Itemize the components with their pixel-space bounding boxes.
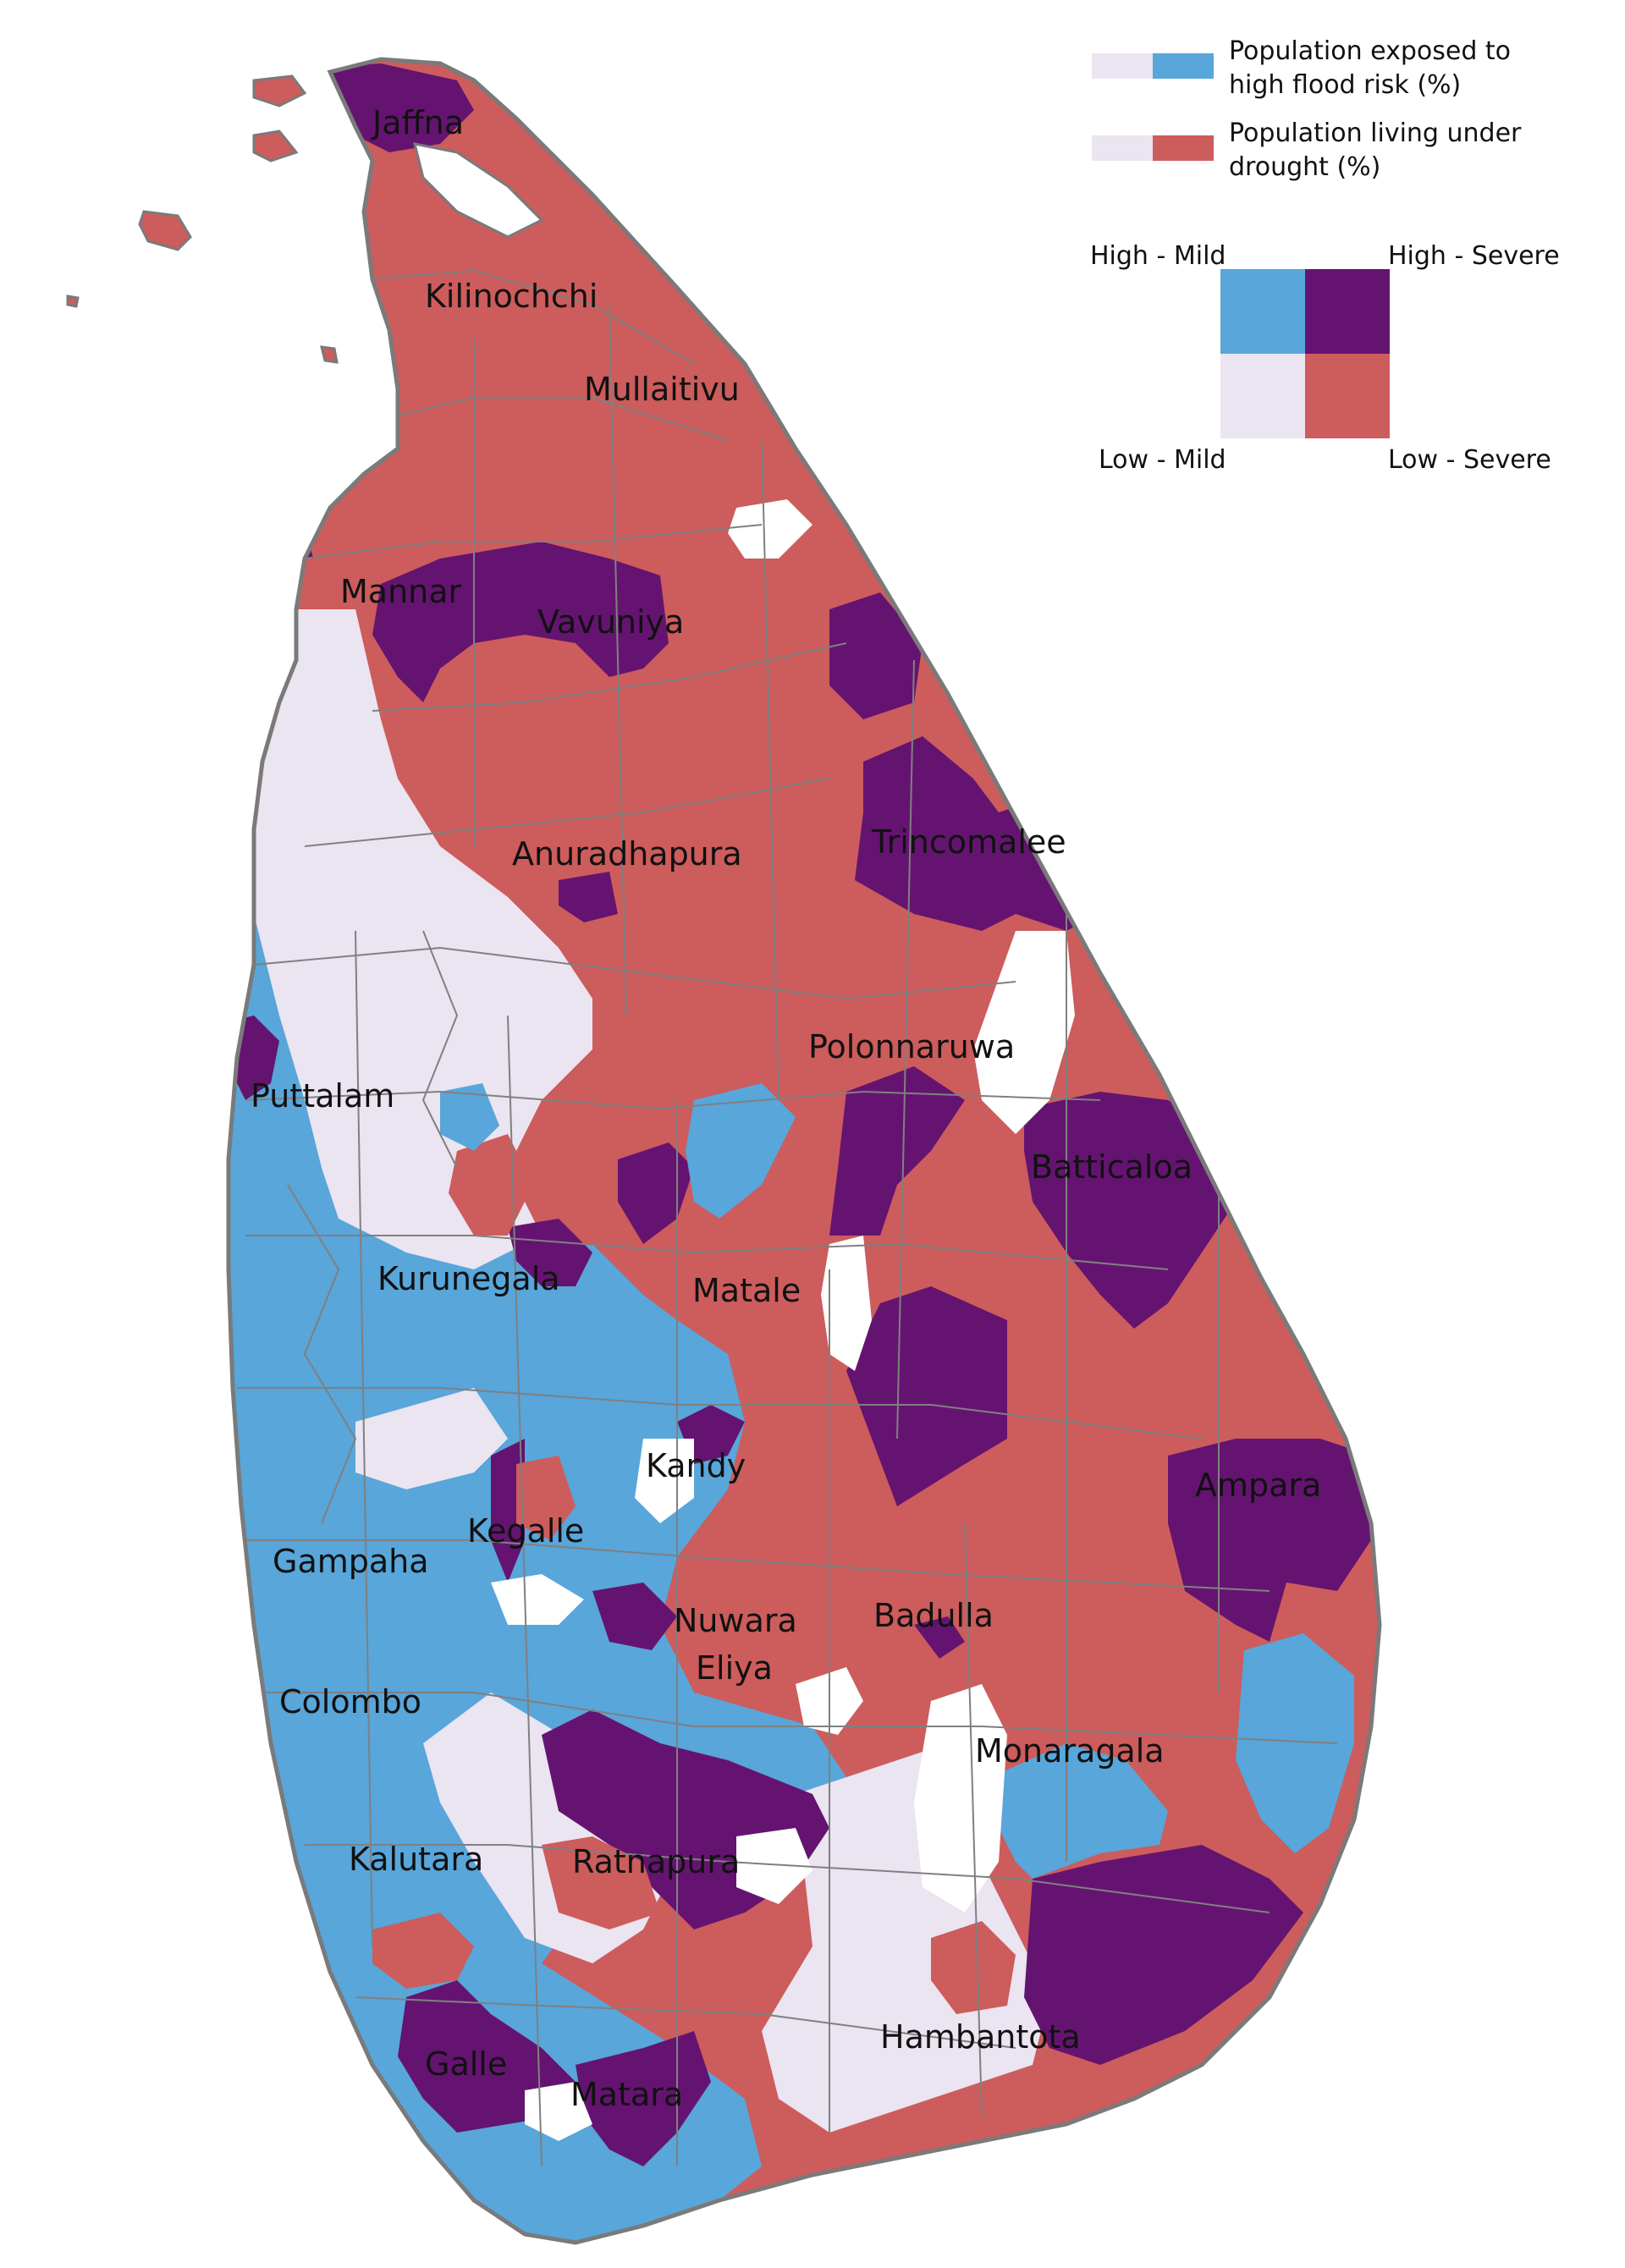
label-mannar: Mannar (340, 573, 462, 610)
label-matara: Matara (570, 2076, 683, 2113)
label-anuradhapura: Anuradhapura (512, 835, 742, 873)
legend-drought-label-2: drought (%) (1229, 152, 1380, 182)
label-hambantota: Hambantota (880, 2018, 1081, 2056)
label-polonnaruwa: Polonnaruwa (808, 1028, 1015, 1065)
legend-drought-label-1: Population living under (1229, 118, 1522, 148)
label-badulla: Badulla (873, 1597, 994, 1634)
label-jaffna: Jaffna (371, 104, 464, 141)
label-batticaloa: Batticaloa (1031, 1148, 1193, 1186)
legend-cell-high-mild (1220, 269, 1305, 354)
label-trincomalee: Trincomalee (871, 823, 1066, 861)
label-kegalle: Kegalle (467, 1512, 584, 1550)
legend-cell-low-mild (1220, 354, 1305, 438)
label-kurunegala: Kurunegala (377, 1260, 560, 1297)
label-gampaha: Gampaha (273, 1543, 429, 1580)
label-eliya: Eliya (696, 1649, 773, 1687)
label-ratnapura: Ratnapura (572, 1843, 740, 1880)
legend-cell-low-severe (1305, 354, 1390, 438)
legend-drought-swatch-high (1153, 135, 1214, 161)
legend-drought-swatch-low (1092, 135, 1153, 161)
label-colombo: Colombo (279, 1683, 421, 1720)
label-nuwara: Nuwara (674, 1602, 797, 1639)
label-matale: Matale (692, 1272, 801, 1309)
label-vavuniya: Vavuniya (537, 603, 684, 641)
legend: Population exposed to high flood risk (%… (1090, 36, 1560, 475)
label-kilinochchi: Kilinochchi (425, 278, 598, 315)
district-labels: Jaffna Kilinochchi Mullaitivu Mannar Vav… (251, 104, 1321, 2113)
island-coastline (226, 57, 1382, 2245)
offshore-islands (66, 74, 544, 364)
label-puttalam: Puttalam (251, 1077, 394, 1115)
legend-flood-label-2: high flood risk (%) (1229, 70, 1461, 100)
legend-cell-high-severe (1305, 269, 1390, 354)
legend-label-high-severe: High - Severe (1388, 241, 1560, 271)
legend-flood-swatch-low (1092, 53, 1153, 79)
label-galle: Galle (425, 2045, 507, 2083)
legend-flood-swatch-high (1153, 53, 1214, 79)
admin-borders (237, 269, 1338, 2167)
legend-flood-label-1: Population exposed to (1229, 36, 1511, 66)
label-kandy: Kandy (646, 1447, 746, 1484)
label-ampara: Ampara (1195, 1467, 1321, 1504)
label-kalutara: Kalutara (349, 1841, 483, 1878)
legend-label-high-mild: High - Mild (1090, 241, 1226, 271)
label-monaragala: Monaragala (975, 1732, 1165, 1770)
legend-label-low-mild: Low - Mild (1099, 445, 1226, 475)
label-mullaitivu: Mullaitivu (584, 371, 740, 408)
legend-label-low-severe: Low - Severe (1388, 445, 1551, 475)
